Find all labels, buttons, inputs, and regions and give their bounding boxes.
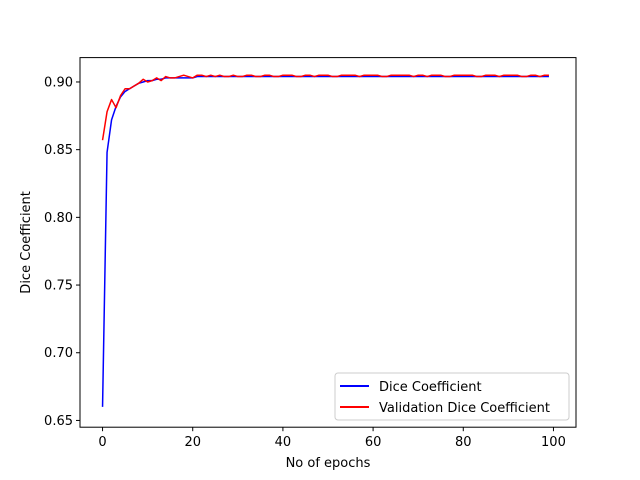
x-tick-label: 0 [98,435,106,450]
legend: Dice Coefficient Validation Dice Coeffic… [334,372,570,421]
x-tick-label: 100 [541,435,566,450]
y-axis-title: Dice Coefficient [19,191,34,294]
x-tick-label: 60 [365,435,382,450]
legend-box [334,372,570,421]
y-tick-label: 0.90 [44,75,73,90]
x-axis-title: No of epochs [286,456,371,471]
plot-area [79,57,577,428]
x-tick-label: 20 [184,435,201,450]
series-layer [101,74,549,407]
y-tick-label: 0.70 [44,346,73,361]
legend-label-validation-dice-coefficient: Validation Dice Coefficient [379,401,550,416]
legend-label-dice-coefficient: Dice Coefficient [379,380,482,395]
x-tick-label: 40 [275,435,292,450]
y-axis: 0.65 0.70 0.75 0.80 0.85 0.90 [44,75,80,429]
y-tick-label: 0.80 [44,211,73,226]
x-tick-label: 80 [455,435,472,450]
y-tick-label: 0.75 [44,279,73,294]
series-line-validation-dice-coefficient [101,74,549,141]
axes-frame [79,57,577,428]
x-axis: 0 20 40 60 80 100 [98,427,566,450]
y-tick-label: 0.65 [44,414,73,429]
y-tick-label: 0.85 [44,143,73,158]
